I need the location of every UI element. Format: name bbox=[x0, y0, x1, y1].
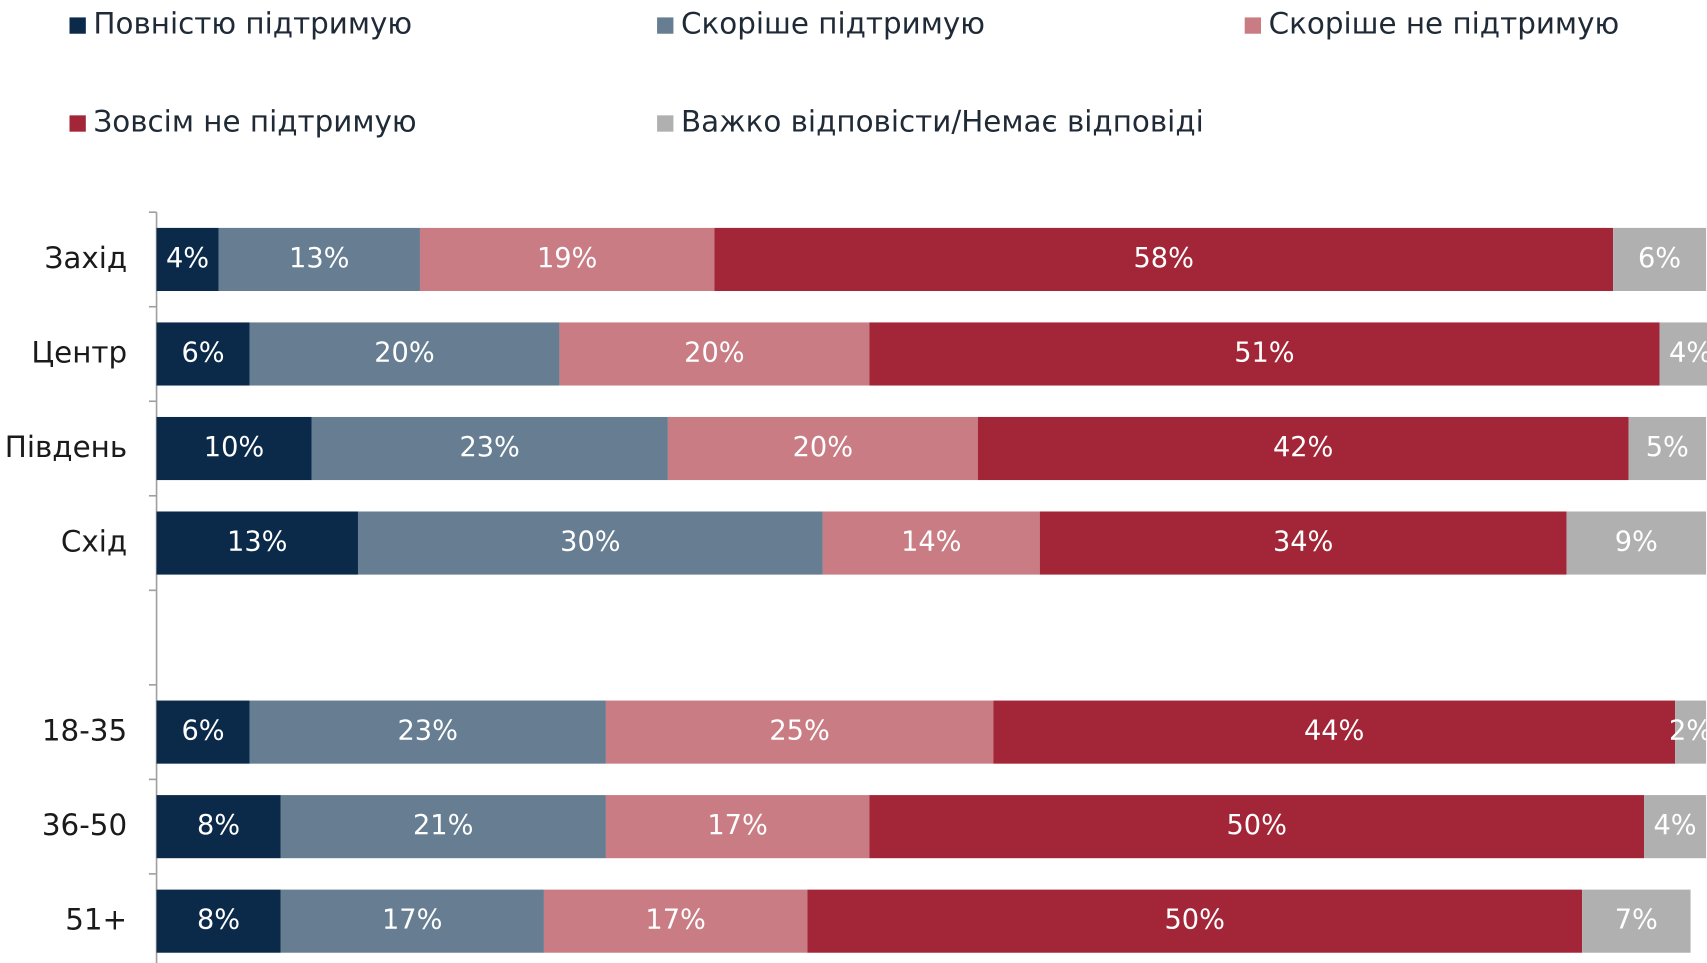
data-label: 19% bbox=[537, 243, 597, 274]
category-label: 18-35 bbox=[42, 714, 127, 748]
category-label: Центр bbox=[31, 335, 127, 369]
data-label: 4% bbox=[1653, 810, 1696, 841]
data-label: 21% bbox=[413, 810, 473, 841]
bar-segment bbox=[357, 511, 823, 575]
category-label: 51+ bbox=[65, 903, 127, 937]
bar-segment bbox=[869, 795, 1645, 859]
bar-segment bbox=[869, 322, 1660, 386]
bar-segment bbox=[993, 700, 1676, 764]
bar-segment bbox=[714, 227, 1614, 292]
bar-segment bbox=[249, 700, 606, 764]
legend-label: Скоріше підтримую bbox=[681, 7, 985, 41]
data-label: 7% bbox=[1615, 905, 1658, 936]
bar-segment bbox=[280, 889, 544, 953]
data-label: 42% bbox=[1273, 432, 1333, 463]
bar-segment bbox=[156, 416, 312, 481]
category-label: Схід bbox=[61, 525, 127, 559]
legend-swatch bbox=[1244, 17, 1262, 34]
bar-segment bbox=[156, 795, 281, 859]
category-label: Захід bbox=[45, 241, 128, 275]
data-label: 2% bbox=[1669, 716, 1707, 747]
data-label: 17% bbox=[382, 905, 442, 936]
data-label: 9% bbox=[1615, 527, 1658, 558]
legend-swatch bbox=[657, 115, 674, 132]
bar-segment bbox=[807, 889, 1583, 953]
bar-segment bbox=[559, 322, 870, 386]
bar-segment bbox=[822, 511, 1040, 575]
legend-swatch bbox=[69, 17, 86, 34]
data-label: 20% bbox=[684, 337, 744, 368]
data-label: 5% bbox=[1646, 432, 1689, 463]
data-label: 44% bbox=[1304, 716, 1364, 747]
bar-segment bbox=[249, 322, 560, 386]
data-label: 6% bbox=[1638, 243, 1681, 274]
data-label: 25% bbox=[769, 716, 829, 747]
data-label: 4% bbox=[1669, 337, 1707, 368]
data-label: 23% bbox=[397, 716, 457, 747]
bar-segment bbox=[605, 795, 870, 859]
bar-segment bbox=[156, 511, 358, 575]
data-label: 8% bbox=[197, 810, 240, 841]
bar-segment bbox=[218, 227, 420, 292]
legend-label: Важко відповісти/Немає відповіді bbox=[681, 104, 1204, 138]
data-label: 20% bbox=[374, 337, 434, 368]
bar-segment bbox=[419, 227, 715, 292]
data-label: 30% bbox=[560, 527, 620, 558]
bar-segment bbox=[1628, 416, 1707, 481]
bar-segment bbox=[1613, 227, 1707, 292]
data-label: 50% bbox=[1164, 905, 1224, 936]
bar-segment bbox=[1675, 700, 1707, 764]
data-label: 17% bbox=[707, 810, 767, 841]
data-label: 17% bbox=[645, 905, 705, 936]
bar-segment bbox=[156, 227, 219, 292]
data-label: 50% bbox=[1226, 810, 1286, 841]
bar-segment bbox=[156, 889, 281, 953]
legend-label: Зовсім не підтримую bbox=[93, 104, 416, 138]
data-label: 34% bbox=[1273, 527, 1333, 558]
legend-swatch bbox=[657, 17, 674, 34]
data-label: 23% bbox=[459, 432, 519, 463]
bar-segment bbox=[1582, 889, 1691, 953]
bar-segment bbox=[156, 700, 250, 764]
bar-segment bbox=[156, 322, 250, 386]
data-label: 14% bbox=[901, 527, 961, 558]
data-label: 6% bbox=[181, 716, 224, 747]
legend-label: Повністю підтримую bbox=[93, 7, 412, 41]
data-label: 8% bbox=[197, 905, 240, 936]
legend-label: Скоріше не підтримую bbox=[1269, 7, 1620, 41]
bar-segment bbox=[1039, 511, 1567, 575]
bar-segment bbox=[311, 416, 668, 481]
bar-segment bbox=[977, 416, 1629, 481]
bar-segment bbox=[1644, 795, 1707, 859]
bar-segment bbox=[1659, 322, 1707, 386]
bar-segment bbox=[605, 700, 994, 764]
data-label: 13% bbox=[227, 527, 287, 558]
data-label: 20% bbox=[793, 432, 853, 463]
data-label: 51% bbox=[1234, 337, 1294, 368]
bar-segment bbox=[543, 889, 808, 953]
category-label: Південь bbox=[5, 430, 127, 464]
category-label: 36-50 bbox=[42, 808, 127, 842]
data-label: 10% bbox=[204, 432, 264, 463]
data-label: 58% bbox=[1134, 243, 1194, 274]
bar-segment bbox=[280, 795, 606, 859]
data-label: 4% bbox=[166, 243, 209, 274]
legend-swatch bbox=[69, 115, 86, 132]
bar-segment bbox=[1566, 511, 1707, 575]
bar-segment bbox=[667, 416, 978, 481]
data-label: 6% bbox=[181, 337, 224, 368]
data-label: 13% bbox=[289, 243, 349, 274]
